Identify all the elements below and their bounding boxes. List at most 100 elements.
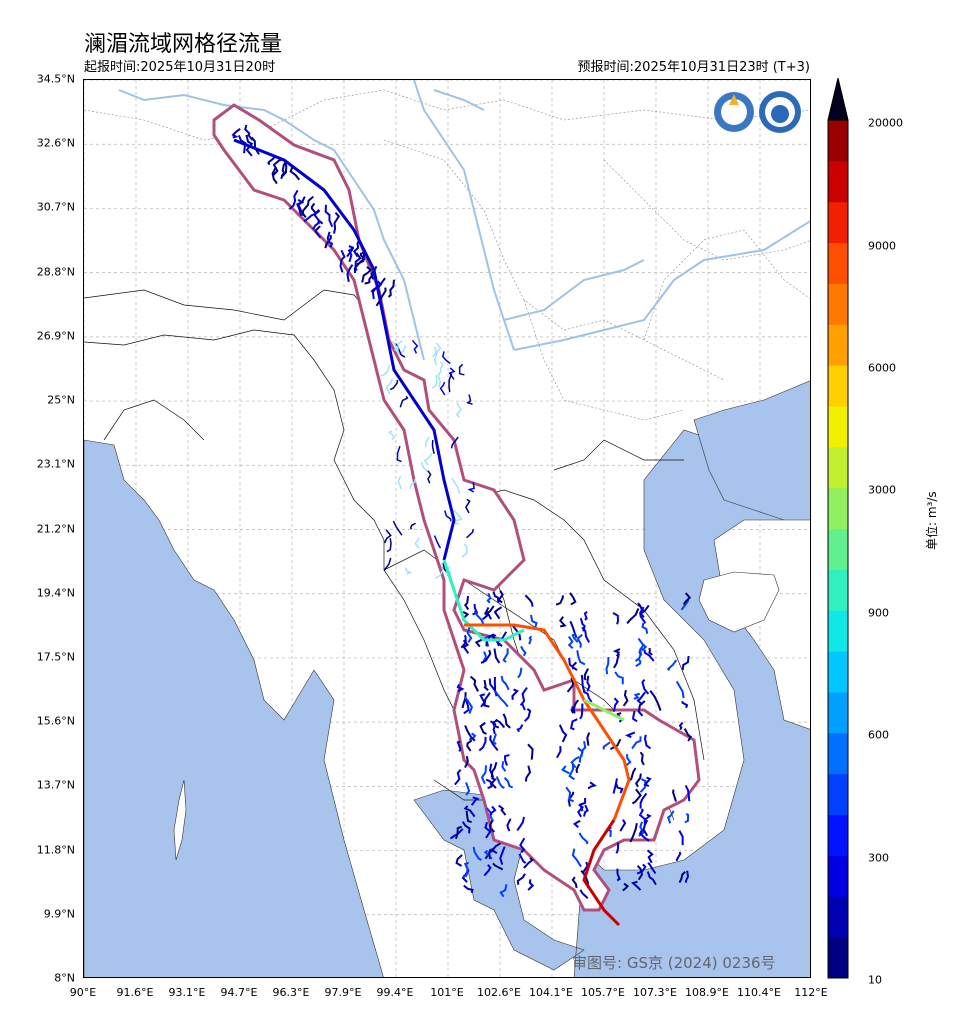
lat-tick-label: 26.9°N — [36, 329, 75, 343]
lon-tick-label: 105.7°E — [581, 986, 625, 999]
stream-segment — [397, 475, 403, 490]
colorbar-segment — [828, 732, 848, 775]
stream-segment — [231, 128, 241, 139]
stream-segment — [493, 648, 501, 664]
colorbar-tick-label: 9000 — [868, 239, 896, 253]
stream-segment — [678, 871, 686, 884]
stream-segment — [634, 650, 642, 662]
lon-tick-label: 110.4°E — [737, 986, 781, 999]
stream-segment — [579, 889, 589, 900]
stream-segment — [635, 773, 642, 788]
stream-segment — [520, 645, 527, 657]
stream-segment — [492, 862, 504, 871]
stream-segment — [631, 788, 642, 805]
stream-segment — [641, 622, 649, 634]
map-area[interactable] — [83, 79, 811, 978]
stream-segment — [637, 700, 646, 717]
stream-segment — [527, 743, 534, 760]
stream-segment — [324, 234, 332, 249]
stream-segment — [587, 781, 597, 790]
colorbar-segment — [828, 569, 848, 611]
stream-segment — [575, 763, 581, 774]
stream-segment — [452, 509, 463, 520]
stream-segment — [468, 732, 477, 741]
stream-segment — [489, 720, 497, 735]
stream-segment — [464, 595, 470, 611]
stream-segment — [578, 832, 589, 845]
stream-segment — [339, 249, 346, 273]
stream-segment — [448, 367, 456, 380]
stream-segment — [461, 821, 471, 834]
stream-segment — [633, 692, 641, 700]
stream-segment — [301, 195, 314, 216]
stream-segment — [511, 624, 522, 641]
stream-segment — [267, 156, 275, 166]
stream-segment — [486, 605, 495, 620]
lat-tick-label: 11.8°N — [36, 843, 75, 857]
stream-segment — [361, 266, 373, 283]
stream-segment — [460, 634, 467, 649]
colorbar-segment — [828, 120, 848, 162]
map-title: 澜湄流域网格径流量 — [84, 32, 283, 57]
stream-segment — [462, 639, 470, 654]
stream-segment — [642, 819, 649, 837]
stream-segment — [483, 864, 492, 877]
stream-segment — [450, 436, 459, 449]
stream-segment — [684, 813, 690, 824]
stream-segment — [466, 626, 473, 643]
colorbar-frame — [827, 119, 849, 979]
stream-segment — [672, 789, 677, 802]
stream-segment — [506, 818, 512, 832]
stream-segment — [404, 567, 413, 575]
lon-tick-label: 91.6°E — [116, 986, 154, 999]
stream-segment — [480, 649, 492, 664]
stream-segment — [494, 690, 509, 708]
stream-segment — [583, 668, 589, 681]
stream-segment — [638, 829, 650, 842]
basin-outline — [212, 103, 701, 912]
stream-segment — [685, 870, 690, 883]
stream-segment — [648, 647, 653, 656]
stream-segment — [639, 604, 650, 618]
stream-segment — [333, 211, 341, 234]
stream-segment — [635, 659, 642, 668]
stream-segment — [615, 842, 620, 854]
stream-segment — [448, 373, 453, 393]
stream-segment — [502, 713, 511, 729]
stream-segment — [582, 690, 593, 703]
stream-segment — [464, 725, 476, 742]
stream-segment — [568, 657, 578, 671]
lat-tick-label: 30.7°N — [36, 200, 75, 214]
stream-segment — [641, 679, 650, 695]
stream-segment — [567, 791, 575, 807]
stream-segment — [612, 778, 618, 794]
lon-tick-label: 99.4°E — [376, 986, 414, 999]
stream-segment — [568, 763, 575, 781]
stream-segment — [434, 563, 444, 580]
stream-segment — [639, 751, 645, 766]
forecast-time: 预报时间:2025年10月31日23时 (T+3) — [577, 60, 810, 75]
issue-time: 起报时间:2025年10月31日20时 — [84, 60, 276, 75]
stream-segment — [389, 379, 399, 391]
stream-segment — [498, 804, 507, 816]
stream-segment — [684, 785, 691, 802]
stream-segment — [493, 606, 503, 620]
stream-segment — [678, 721, 684, 731]
stream-segment — [392, 340, 399, 353]
lon-tick-label: 96.3°E — [272, 986, 310, 999]
stream-segment — [586, 732, 591, 746]
colorbar-extend-arrow — [827, 78, 849, 121]
stream-segment — [636, 691, 646, 706]
stream-segment — [437, 369, 442, 388]
stream-segment — [472, 846, 482, 861]
stream-segment — [516, 816, 525, 832]
stream-segment — [523, 708, 532, 722]
colorbar-segment — [828, 487, 848, 530]
colorbar-tick-label: 6000 — [868, 361, 896, 375]
stream-segment — [501, 761, 507, 772]
hainan-island — [698, 571, 780, 633]
stream-segment — [245, 134, 254, 157]
stream-segment — [465, 810, 472, 824]
stream-segment — [271, 166, 278, 185]
stream-segment — [495, 718, 505, 729]
